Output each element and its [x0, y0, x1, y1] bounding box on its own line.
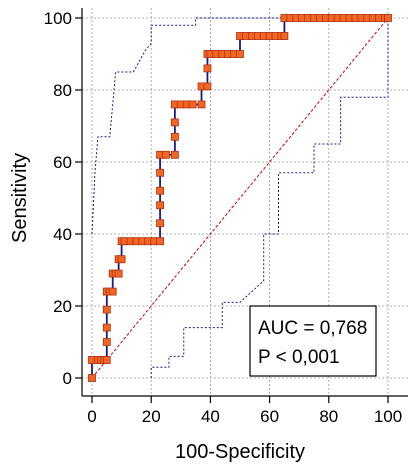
roc-point	[188, 100, 197, 109]
y-tick-label: 0	[63, 369, 72, 388]
roc-point	[108, 287, 117, 296]
ci-upper-line	[91, 17, 388, 235]
roc-point	[203, 82, 212, 91]
x-tick-label: 20	[142, 407, 161, 426]
y-tick-label: 60	[53, 153, 72, 172]
tick-labels: 0 20 40 60 80 100 0 20 40 60 80 100	[44, 9, 403, 426]
x-tick-label: 40	[201, 407, 220, 426]
auc-value: AUC = 0,768	[258, 318, 367, 339]
roc-point	[236, 50, 244, 58]
roc-point	[88, 374, 96, 382]
roc-point	[280, 32, 289, 40]
roc-point	[197, 100, 206, 109]
x-tick-label: 0	[87, 407, 96, 426]
roc-point	[156, 168, 164, 177]
auc-annotation-box	[249, 305, 377, 377]
p-value: P < 0,001	[258, 347, 340, 368]
roc-point	[170, 132, 179, 141]
roc-point	[203, 64, 212, 73]
roc-point	[102, 338, 111, 346]
roc-point	[156, 237, 164, 246]
x-tick-label: 100	[374, 407, 402, 426]
x-tick-label: 60	[260, 407, 279, 426]
roc-point	[114, 269, 123, 278]
roc-curve	[88, 14, 392, 382]
y-tick-label: 20	[53, 297, 72, 316]
reference-diagonal	[91, 17, 389, 379]
roc-point	[162, 150, 170, 159]
y-tick-label: 80	[53, 81, 72, 100]
ci-lower-line	[150, 18, 389, 378]
x-axis-title: 100-Specificity	[175, 441, 305, 463]
roc-point	[156, 201, 164, 210]
roc-point	[170, 150, 179, 159]
axes	[81, 8, 408, 397]
reference-line	[91, 17, 389, 379]
roc-point	[102, 323, 111, 332]
roc-point	[384, 14, 392, 22]
roc-point	[102, 305, 111, 314]
roc-point	[156, 186, 164, 195]
x-tick-label: 80	[319, 407, 338, 426]
y-axis-title: Sensitivity	[9, 153, 31, 243]
roc-point	[156, 219, 164, 228]
y-tick-label: 40	[53, 225, 72, 244]
y-tick-label: 100	[44, 9, 72, 28]
confidence-bands	[91, 17, 389, 378]
auc-annotation: AUC = 0,768 P < 0,001	[249, 305, 377, 377]
roc-point	[102, 356, 111, 364]
roc-point	[117, 255, 126, 264]
roc-point	[170, 118, 179, 127]
